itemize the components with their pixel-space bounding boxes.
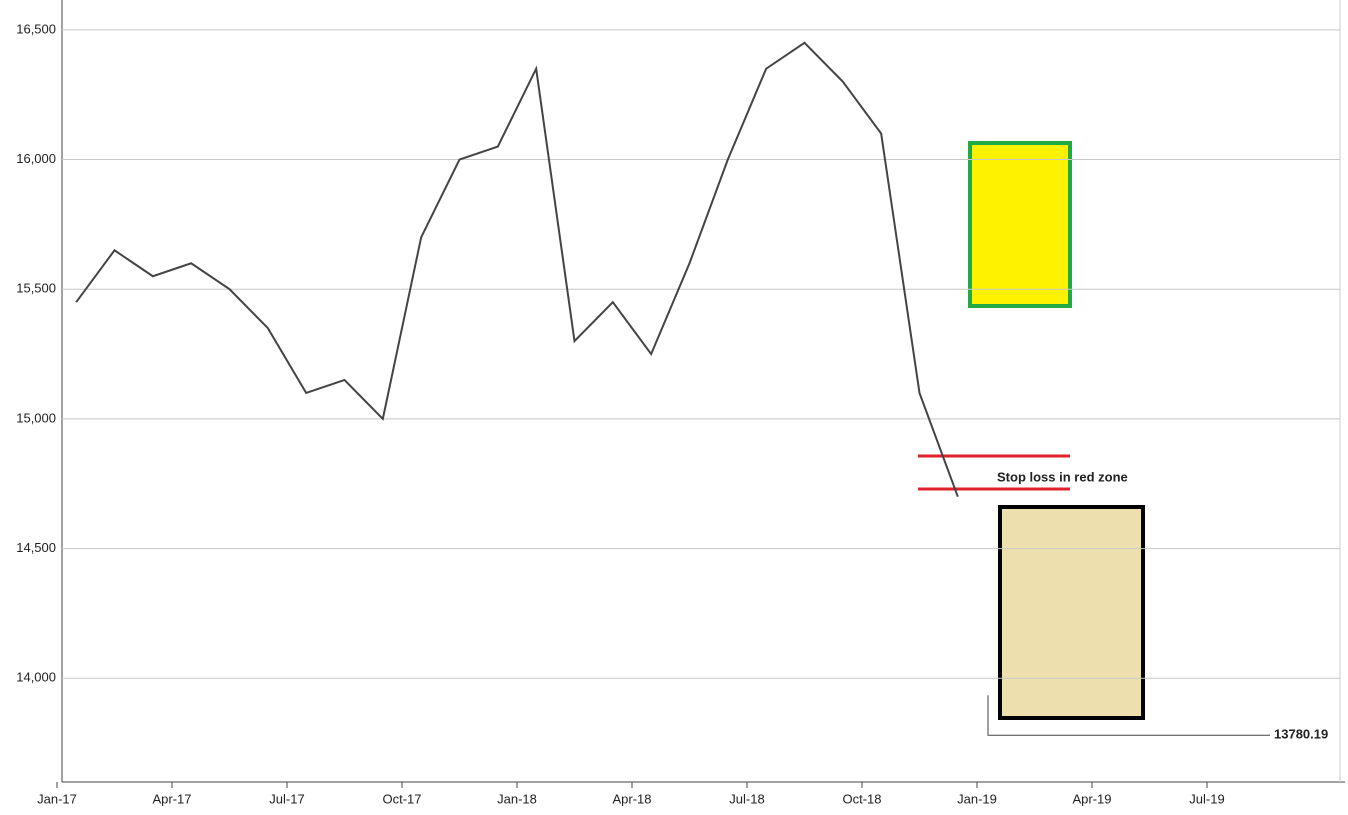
x-tick-label: Apr-17: [152, 791, 191, 806]
x-tick-label: Oct-17: [382, 791, 421, 806]
y-tick-label: 14,500: [16, 540, 56, 555]
x-tick-label: Apr-19: [1072, 791, 1111, 806]
x-tick-label: Oct-18: [842, 791, 881, 806]
price-line: [75, 41, 959, 498]
x-tick-label: Jan-19: [957, 791, 997, 806]
x-tick-label: Jul-17: [269, 791, 304, 806]
last-value-leader: [987, 695, 1270, 736]
x-tick-label: Jan-17: [37, 791, 77, 806]
x-tick-label: Jul-18: [729, 791, 764, 806]
y-tick-label: 14,000: [16, 670, 56, 685]
y-tick-label: 15,000: [16, 410, 56, 425]
x-tick-label: Jan-18: [497, 791, 537, 806]
y-tick-label: 15,500: [16, 281, 56, 296]
x-tick-label: Jul-19: [1189, 791, 1224, 806]
last-value-label: 13780.19: [1274, 727, 1328, 742]
entry-box: [998, 505, 1145, 720]
y-tick-label: 16,500: [16, 21, 56, 36]
annotation: Stop loss in red zone: [997, 469, 1128, 484]
x-tick-label: Apr-18: [612, 791, 651, 806]
target-box: [968, 141, 1072, 308]
y-tick-label: 16,000: [16, 151, 56, 166]
